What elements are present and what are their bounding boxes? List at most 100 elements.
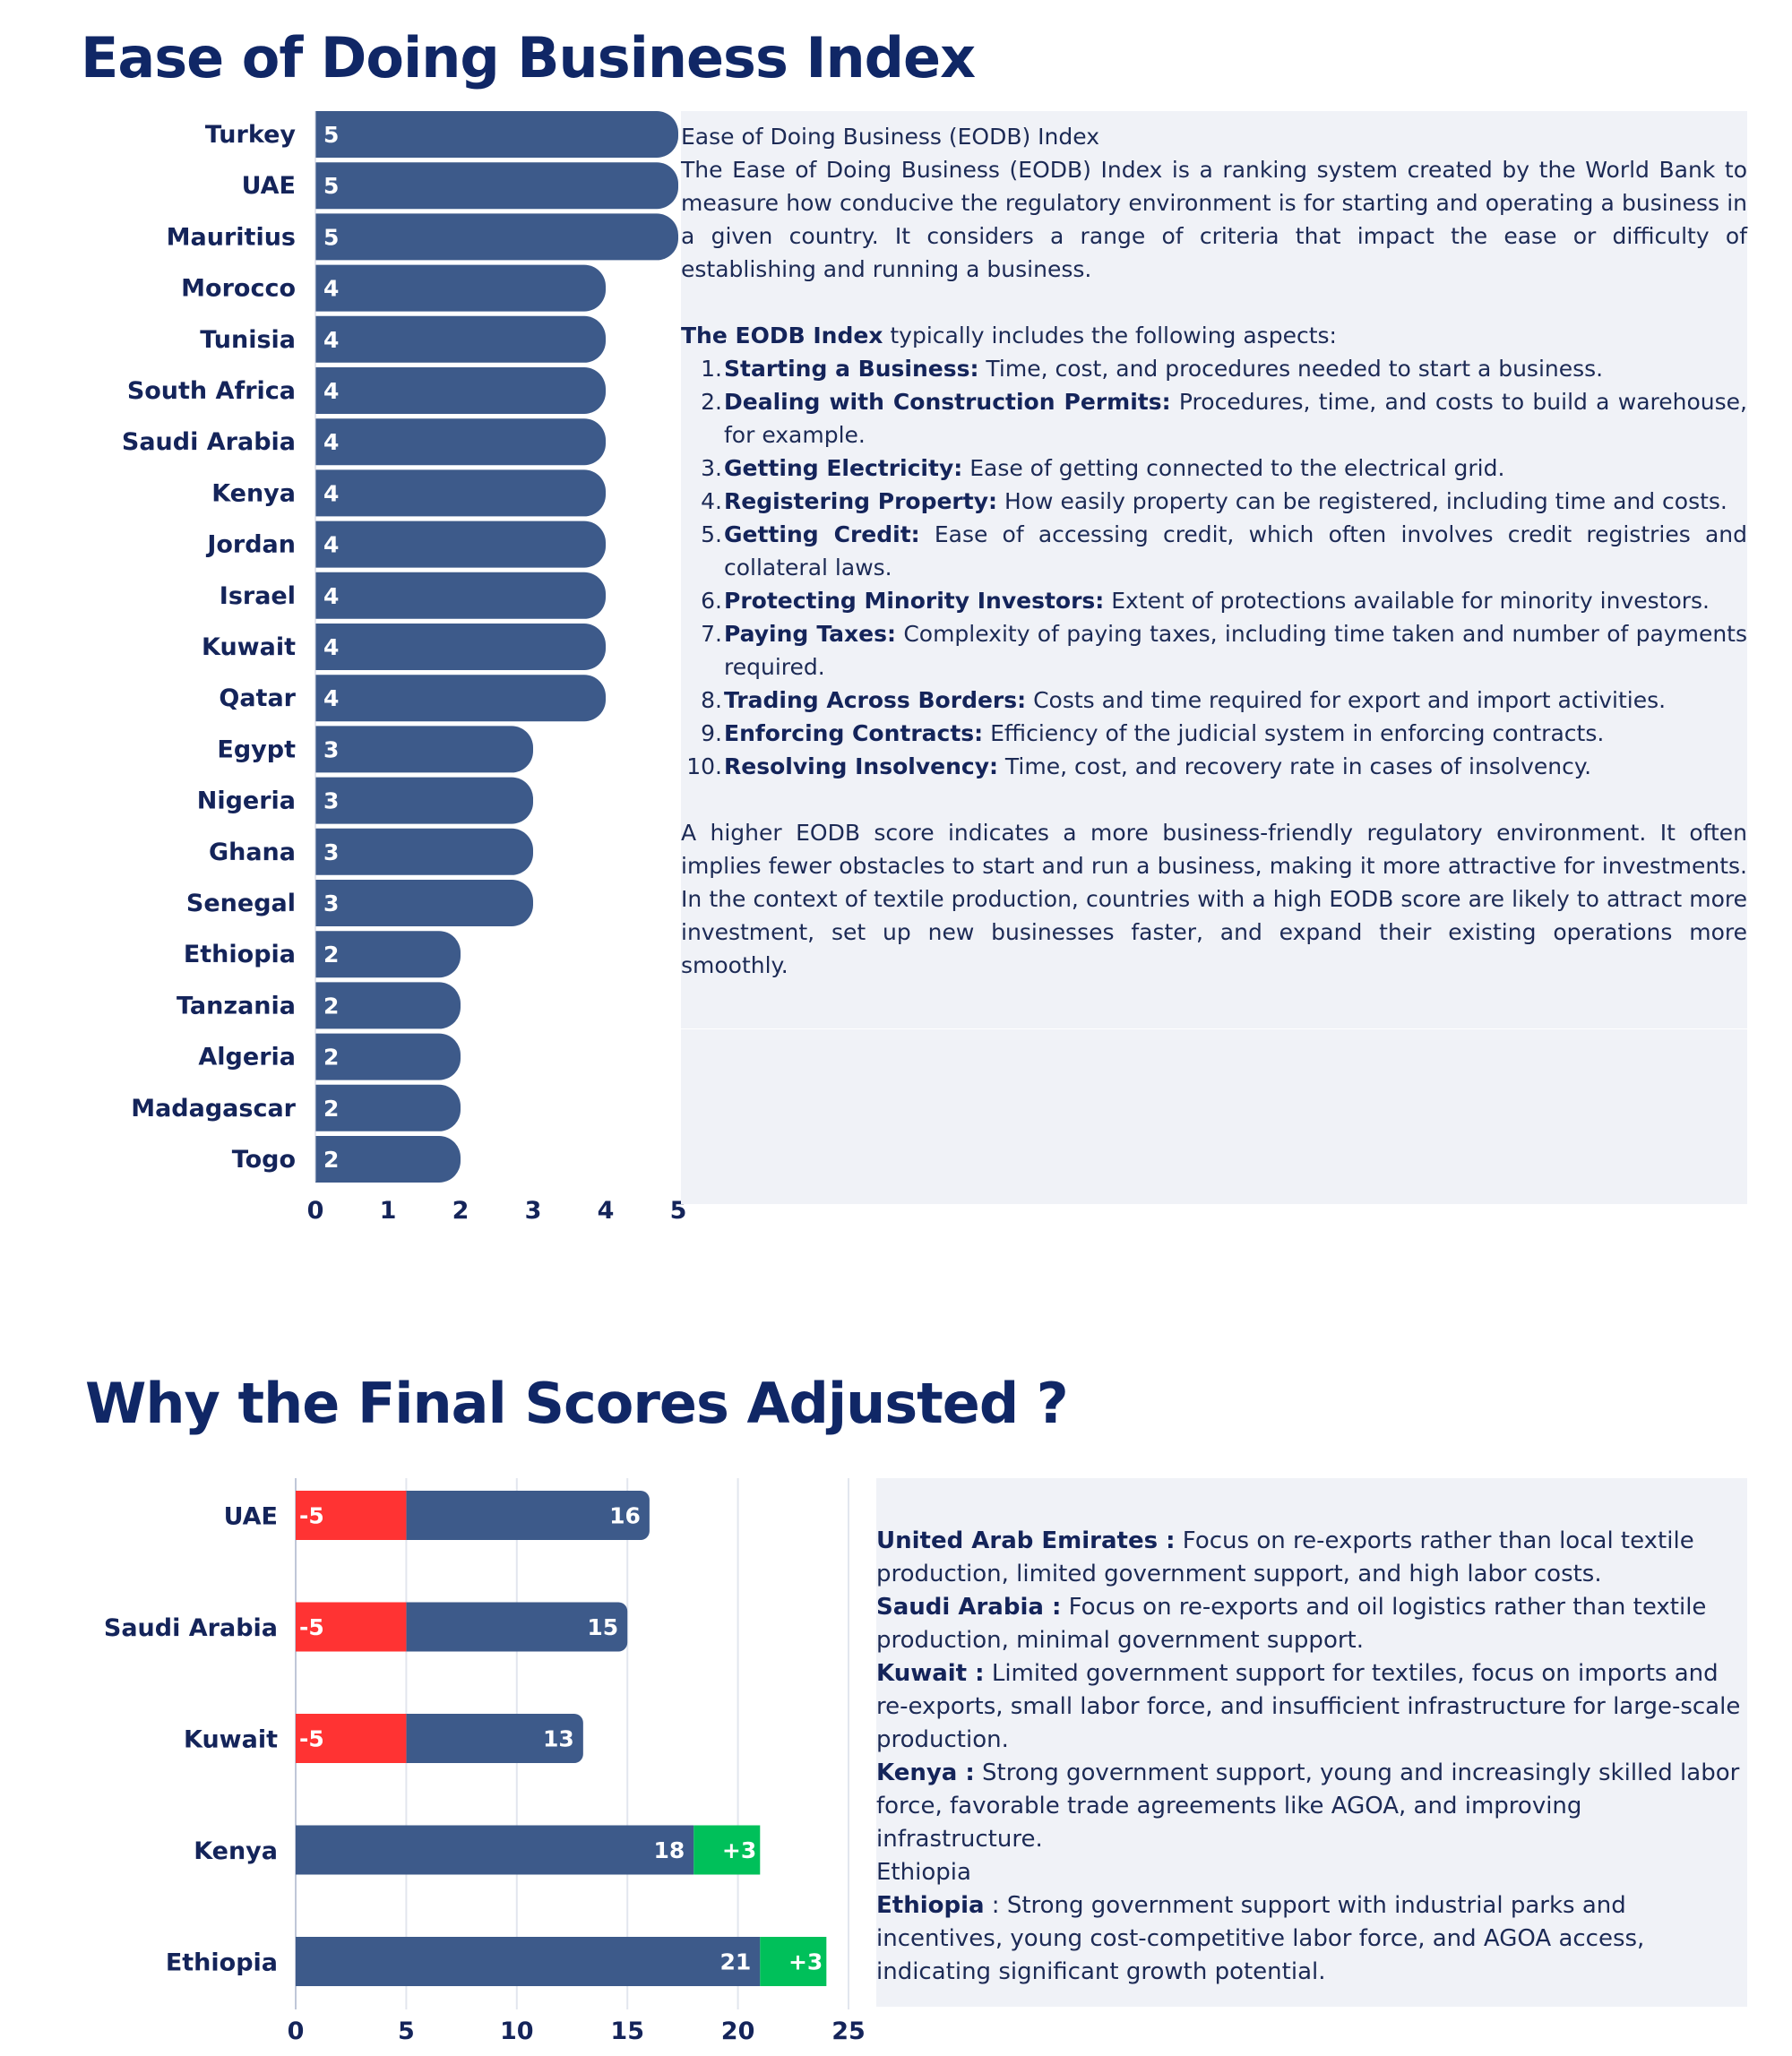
aspect-text: Paying Taxes: Complexity of paying taxes…	[724, 621, 1747, 680]
y-tick-label-turkey: Turkey	[205, 121, 297, 149]
x-tick-label-1: 1	[380, 1197, 397, 1225]
aspect-term: Resolving Insolvency:	[724, 753, 998, 779]
y-tick-label-ethiopia: Ethiopia	[166, 1949, 278, 1977]
aspect-number: 10.	[686, 753, 722, 779]
y-tick-label-israel: Israel	[220, 582, 296, 610]
bar-mauritius	[315, 213, 678, 261]
aspect-text: Getting Electricity: Ease of getting con…	[724, 455, 1505, 481]
bar-morocco	[315, 264, 606, 312]
x-tick-label-5: 5	[398, 2017, 415, 2045]
adjustment-label-kenya: +3	[722, 1837, 756, 1863]
bar-madagascar	[315, 1084, 461, 1131]
aspect-number: 8.	[701, 687, 722, 713]
bar-qatar	[315, 675, 606, 722]
reason-note-4: Ethiopia	[876, 1859, 971, 1886]
bar-nigeria	[315, 777, 533, 824]
aspect-number: 2.	[701, 389, 722, 415]
aspect-item-dealing-with-construction-permits: 2. Dealing with Construction Permits: Pro…	[681, 385, 1747, 452]
x-tick-label-4: 4	[598, 1197, 615, 1225]
data-label-uae: 16	[609, 1503, 641, 1529]
y-tick-label-mauritius: Mauritius	[167, 223, 296, 251]
reason-ethiopia-5: Ethiopia : Strong government support wit…	[876, 1892, 1645, 1985]
aspect-text: Enforcing Contracts: Efficiency of the j…	[724, 720, 1605, 746]
data-label-jordan: 4	[323, 532, 339, 558]
aspect-item-starting-a-business: 1. Starting a Business: Time, cost, and p…	[681, 352, 1747, 385]
y-tick-label-egypt: Egypt	[217, 736, 296, 763]
y-tick-label-algeria: Algeria	[198, 1044, 296, 1071]
aspect-text: Registering Property: How easily propert…	[724, 488, 1727, 514]
data-label-kenya: 18	[653, 1837, 685, 1863]
aspect-text: Starting a Business: Time, cost, and pro…	[724, 356, 1604, 382]
adjustment-label-ethiopia: +3	[788, 1949, 823, 1975]
reasons-panel: United Arab Emirates : Focus on re-expor…	[876, 1478, 1747, 2007]
reason-country: United Arab Emirates :	[876, 1527, 1176, 1554]
aspect-term: Getting Electricity:	[724, 455, 963, 481]
bar-kenya	[315, 469, 606, 517]
aspect-item-protecting-minority-investors: 6. Protecting Minority Investors: Extent …	[681, 584, 1747, 617]
data-label-kuwait: 4	[323, 634, 339, 660]
bar-togo	[315, 1136, 461, 1183]
reason-country: Ethiopia	[876, 1892, 985, 1919]
data-label-qatar: 4	[323, 685, 339, 711]
data-label-south-africa: 4	[323, 378, 339, 404]
data-label-morocco: 4	[323, 276, 339, 302]
aspect-item-getting-electricity: 3. Getting Electricity: Ease of getting c…	[681, 452, 1747, 485]
x-tick-label-10: 10	[500, 2017, 534, 2045]
aspect-text: Protecting Minority Investors: Extent of…	[724, 588, 1710, 614]
bar-egypt	[315, 726, 533, 773]
bar-adjustment-uae	[296, 1491, 407, 1540]
reason-country: Kenya :	[876, 1759, 975, 1786]
data-label-saudi-arabia: 15	[587, 1614, 618, 1640]
y-tick-label-kenya: Kenya	[194, 1837, 278, 1865]
x-tick-label-0: 0	[288, 2017, 305, 2045]
eodb-lead-bold: The EODB Index	[681, 323, 883, 348]
bar-base-kuwait	[406, 1714, 583, 1763]
aspect-number: 4.	[701, 488, 722, 514]
eodb-aspects-list: 1. Starting a Business: Time, cost, and p…	[681, 352, 1747, 783]
data-label-algeria: 2	[323, 1045, 339, 1071]
bar-south-africa	[315, 367, 606, 414]
aspect-term: Protecting Minority Investors:	[724, 588, 1105, 614]
bar-base-kenya	[296, 1825, 694, 1875]
x-tick-label-3: 3	[525, 1197, 542, 1225]
y-tick-label-qatar: Qatar	[219, 684, 296, 712]
y-tick-label-uae: UAE	[224, 1503, 278, 1531]
bar-ghana	[315, 828, 533, 875]
aspect-number: 6.	[701, 588, 722, 614]
data-label-ghana: 3	[323, 839, 339, 865]
eodb-heading: Ease of Doing Business (EODB) Index	[681, 124, 1100, 150]
reason-kenya-3: Kenya : Strong government support, young…	[876, 1759, 1740, 1853]
bar-base-saudi-arabia	[406, 1602, 628, 1652]
data-label-senegal: 3	[323, 890, 339, 916]
aspect-item-paying-taxes: 7. Paying Taxes: Complexity of paying tax…	[681, 617, 1747, 684]
aspect-item-trading-across-borders: 8. Trading Across Borders: Costs and time…	[681, 684, 1747, 717]
y-tick-label-south-africa: South Africa	[127, 377, 296, 405]
bar-adjustment-kenya	[694, 1825, 761, 1875]
eodb-closing: A higher EODB score indicates a more bus…	[681, 820, 1747, 978]
x-tick-label-0: 0	[307, 1197, 324, 1225]
aspect-number: 7.	[701, 621, 722, 647]
bar-base-uae	[406, 1491, 650, 1540]
data-label-togo: 2	[323, 1147, 339, 1173]
reason-kuwait-2: Kuwait : Limited government support for …	[876, 1660, 1741, 1753]
aspect-text: Trading Across Borders: Costs and time r…	[724, 687, 1667, 713]
aspect-item-registering-property: 4. Registering Property: How easily prope…	[681, 485, 1747, 518]
data-label-nigeria: 3	[323, 788, 339, 814]
data-label-madagascar: 2	[323, 1096, 339, 1122]
data-label-mauritius: 5	[323, 224, 339, 250]
aspect-number: 3.	[701, 455, 722, 481]
data-label-uae: 5	[323, 173, 339, 199]
y-tick-label-kenya: Kenya	[211, 479, 296, 507]
bar-adjustment-kuwait	[296, 1714, 407, 1763]
panel-divider	[681, 1028, 1747, 1029]
y-tick-label-senegal: Senegal	[186, 890, 296, 917]
aspect-number: 9.	[701, 720, 722, 746]
y-tick-label-madagascar: Madagascar	[131, 1095, 296, 1123]
aspect-item-resolving-insolvency: 10. Resolving Insolvency: Time, cost, and…	[681, 750, 1747, 783]
bar-ethiopia	[315, 931, 461, 978]
eodb-lead-rest: typically includes the following aspects…	[883, 323, 1337, 348]
aspect-term: Registering Property:	[724, 488, 998, 514]
adjustment-label-saudi-arabia: -5	[299, 1614, 324, 1640]
aspect-text: Getting Credit: Ease of accessing credit…	[724, 521, 1747, 581]
y-tick-label-jordan: Jordan	[205, 531, 296, 559]
